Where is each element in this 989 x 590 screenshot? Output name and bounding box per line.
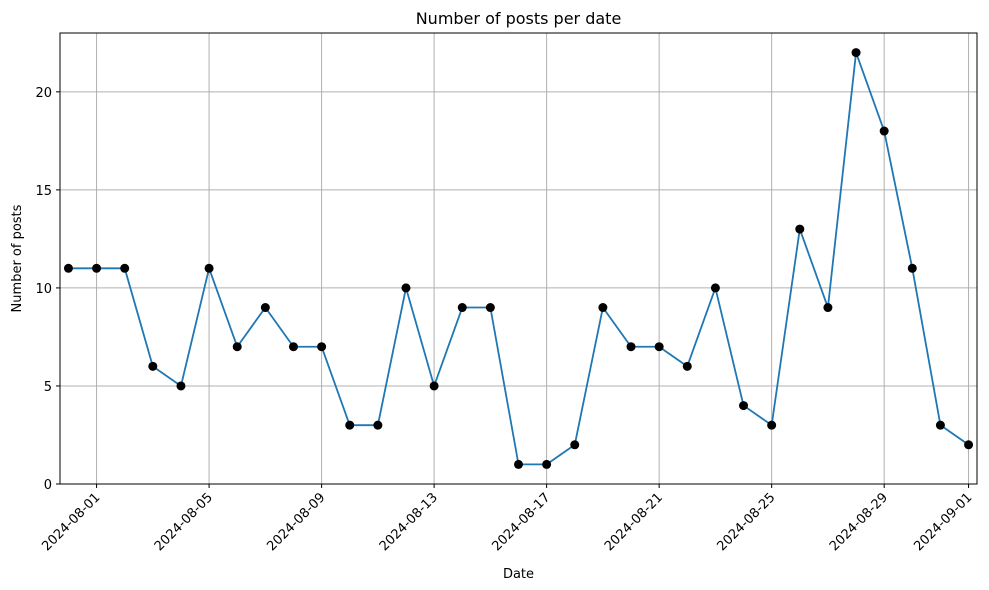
data-point: [626, 342, 636, 352]
y-axis-title: Number of posts: [10, 204, 25, 312]
data-point: [964, 440, 974, 450]
chart-title: Number of posts per date: [416, 9, 622, 28]
data-point: [570, 440, 580, 450]
data-point: [485, 303, 495, 313]
data-point: [63, 263, 73, 273]
data-point: [204, 263, 214, 273]
x-tick-label: 2024-08-17: [489, 490, 553, 554]
data-point: [598, 303, 608, 313]
data-point: [457, 303, 467, 313]
x-tick-label: 2024-08-29: [827, 490, 891, 554]
data-point: [373, 420, 383, 430]
data-point: [148, 361, 158, 371]
data-point: [345, 420, 355, 430]
data-point: [879, 126, 889, 136]
y-tick-label: 20: [35, 86, 52, 101]
data-point: [710, 283, 720, 293]
data-point: [260, 303, 270, 313]
plot-frame: [59, 32, 978, 485]
data-point: [739, 401, 749, 411]
data-point: [851, 48, 861, 58]
x-axis: 2024-08-01 2024-08-05 2024-08-09 2024-08-13…: [39, 484, 975, 554]
x-tick-label: 2024-08-05: [152, 490, 216, 554]
series-posts: [63, 48, 974, 469]
data-point: [935, 420, 945, 430]
y-tick-label: 15: [35, 184, 52, 199]
x-tick-label: 2024-08-13: [377, 490, 441, 554]
data-point: [401, 283, 411, 293]
y-tick-label: 10: [35, 282, 52, 297]
data-point: [542, 459, 552, 469]
data-point: [823, 303, 833, 313]
data-point: [514, 459, 523, 469]
grid: [60, 33, 977, 485]
data-point: [288, 342, 298, 352]
data-point: [907, 263, 917, 273]
x-tick-label: 2024-09-01: [911, 490, 975, 554]
data-point: [795, 224, 805, 234]
data-point: [176, 381, 186, 391]
x-tick-label: 2024-08-25: [714, 490, 778, 554]
x-tick-label: 2024-08-09: [264, 490, 328, 554]
data-point: [654, 342, 664, 352]
data-point: [429, 381, 439, 391]
data-point: [767, 420, 777, 430]
y-tick-label: 5: [44, 380, 52, 395]
x-tick-label: 2024-08-21: [602, 490, 666, 554]
x-axis-title: Date: [503, 567, 534, 582]
y-tick-label: 0: [44, 478, 52, 493]
data-point: [682, 361, 692, 371]
x-tick-label: 2024-08-01: [39, 490, 103, 554]
data-point: [232, 342, 242, 352]
y-axis: 0 5 10 15 20: [35, 86, 60, 493]
series-line: [68, 51, 970, 466]
data-point: [92, 263, 102, 273]
data-point: [317, 342, 327, 352]
data-point: [120, 263, 130, 273]
